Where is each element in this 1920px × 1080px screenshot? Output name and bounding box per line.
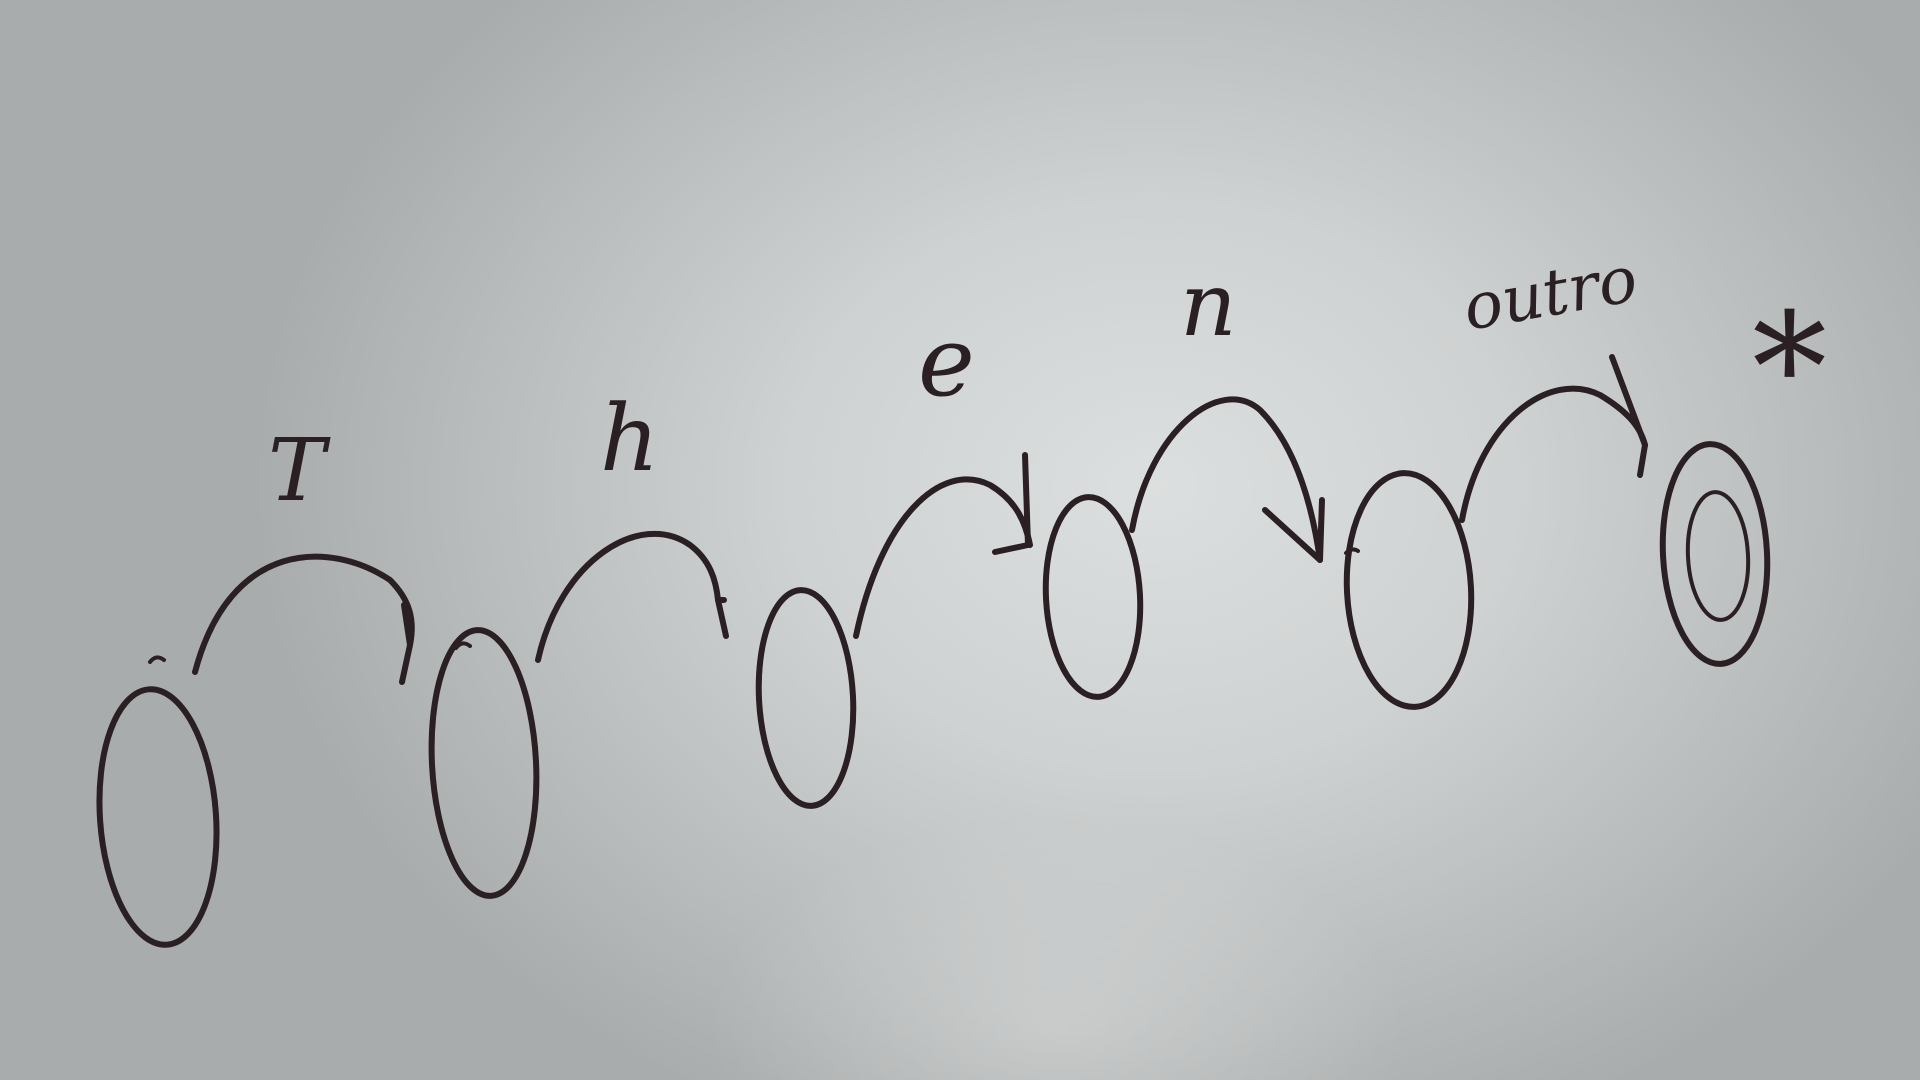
transition-q4-q5 [1459, 354, 1648, 523]
state-q5-accepting [1659, 441, 1771, 667]
state-q1 [428, 627, 540, 899]
transition-q3-q4 [1129, 396, 1325, 563]
label-q4-q5: outro [1458, 243, 1643, 346]
accept-mark-asterisk: * [1752, 282, 1827, 456]
state-q0 [96, 686, 220, 948]
state-q2 [755, 587, 857, 809]
state-q4 [1343, 470, 1475, 710]
transition-q1-q2 [535, 530, 729, 663]
label-q3-q4: n [1180, 253, 1237, 356]
transition-q2-q3 [853, 452, 1033, 639]
transition-q0-q1 [192, 553, 415, 685]
label-q0-q1: T [268, 421, 331, 521]
state-q3 [1042, 494, 1144, 700]
label-q1-q2: h [600, 385, 659, 492]
label-q2-q3: e [918, 306, 975, 418]
